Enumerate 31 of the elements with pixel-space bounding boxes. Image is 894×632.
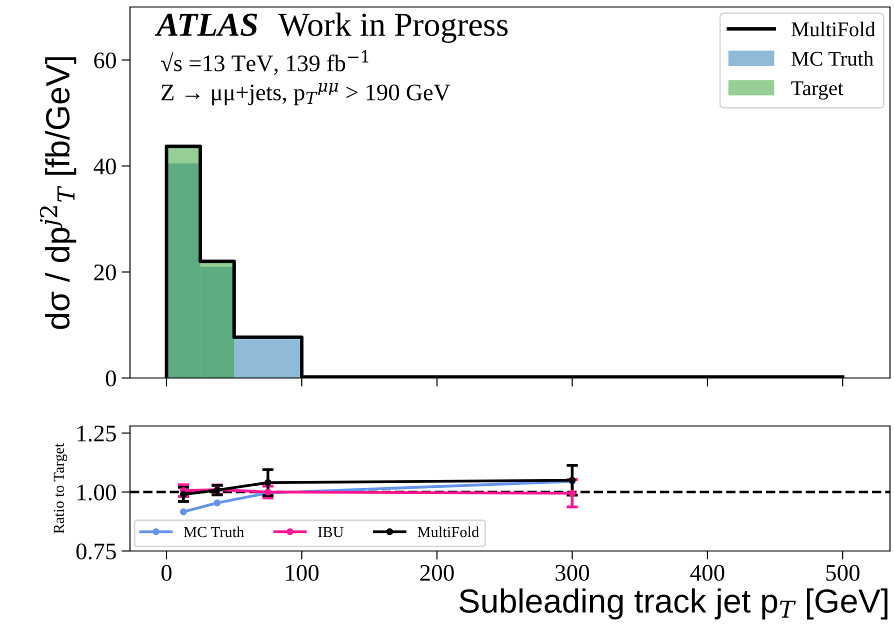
- x-tick-label: 500: [826, 564, 860, 581]
- legend-label: MC Truth: [184, 526, 244, 538]
- y-tick-label: 20: [94, 264, 116, 280]
- chart-subtitle: Work in Progress: [278, 12, 508, 43]
- point: [180, 508, 187, 516]
- chart-title: ATLAS: [154, 14, 258, 36]
- y-tick-label: 0.75: [76, 543, 116, 560]
- y-tick-label: 40: [94, 158, 116, 174]
- point: [180, 490, 187, 498]
- y-tick-label: 1.00: [78, 484, 116, 501]
- x-tick-label: 0: [162, 564, 172, 581]
- x-tick-label: 400: [690, 564, 724, 581]
- y-tick-label: 0: [106, 370, 116, 386]
- point: [568, 490, 576, 497]
- x-tick-label: 300: [556, 564, 590, 581]
- y-tick-label: 60: [94, 52, 116, 68]
- legend-label: Target: [791, 81, 844, 100]
- annotation: √s =13 TeV, 139 fb$^{−1}$: [160, 50, 368, 75]
- annotation: Z → μμ+jets, p$_{T}$$^{μμ}$ > 190 GeV: [162, 83, 450, 106]
- y-axis-title: Ratio to Target: [54, 443, 68, 534]
- legend-label: MultiFold: [418, 526, 479, 538]
- legend-label: IBU: [318, 527, 344, 538]
- legend-label: MultiFold: [792, 22, 876, 36]
- point: [264, 479, 272, 486]
- x-tick-label: 100: [286, 564, 319, 581]
- x-axis-title: Subleading track jet p$_{T}$ [GeV]: [460, 588, 888, 620]
- x-tick-label: 200: [420, 564, 454, 581]
- y-axis-title: dσ / dp$^{j2}$$_{T}$ [fb/GeV]: [40, 57, 76, 329]
- y-tick-label: 1.25: [78, 426, 116, 442]
- legend-label: MC Truth: [792, 51, 874, 66]
- point: [214, 499, 221, 506]
